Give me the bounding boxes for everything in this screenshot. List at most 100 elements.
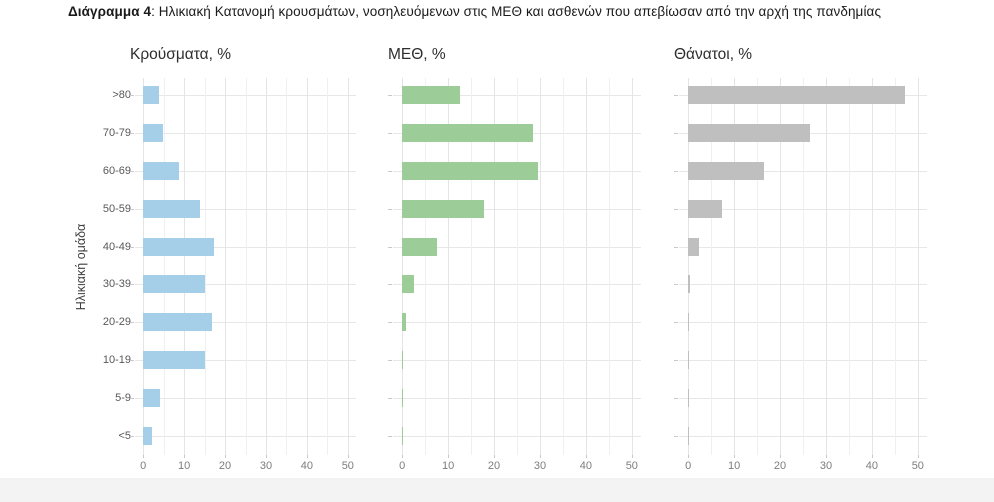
gridline-vertical-major xyxy=(265,78,267,455)
bar-cases xyxy=(143,199,201,218)
gridline-vertical-minor xyxy=(245,78,247,455)
gridline-vertical-minor xyxy=(848,78,850,455)
y-tick-mark xyxy=(130,398,134,400)
x-tick-label: 40 xyxy=(579,460,592,472)
x-tick-mark xyxy=(494,455,496,458)
x-tick-mark xyxy=(734,455,736,458)
x-tick-mark xyxy=(448,455,450,458)
gridline-vertical-minor xyxy=(894,78,896,455)
y-tick-mark xyxy=(130,95,134,96)
x-tick-label: 40 xyxy=(865,460,878,472)
gridline-vertical-major xyxy=(585,78,587,455)
y-tick-mark xyxy=(388,246,392,248)
plot-icu: 0 10 20 30 40 50 xyxy=(388,78,641,472)
y-tick-mark xyxy=(674,398,678,400)
category-label: 60-69 xyxy=(102,164,131,177)
x-tick-label: 30 xyxy=(259,460,273,472)
bar-cases xyxy=(143,123,164,142)
panel-title-cases: Κρούσματα, % xyxy=(130,46,231,63)
y-tick-mark xyxy=(388,95,392,96)
x-tick-mark xyxy=(780,455,782,458)
bar-cases xyxy=(143,275,205,294)
category-label: 10-19 xyxy=(102,354,131,367)
x-tick-mark xyxy=(631,455,633,458)
bar-deaths xyxy=(688,199,722,218)
x-tick-mark xyxy=(688,455,690,458)
category-label: 20-29 xyxy=(102,316,131,329)
gridline-vertical-minor xyxy=(517,78,518,455)
figure-title-label: Διάγραμμα 4 xyxy=(68,4,152,19)
y-tick-mark xyxy=(388,132,392,134)
bar-deaths xyxy=(688,427,690,445)
y-tick-mark xyxy=(674,95,678,96)
x-tick-mark xyxy=(402,455,404,458)
gridline-vertical-major xyxy=(780,78,782,455)
y-tick-mark xyxy=(388,284,392,286)
y-tick-mark xyxy=(674,322,678,324)
x-tick-label: 10 xyxy=(727,460,741,472)
x-tick-label: 10 xyxy=(177,460,191,472)
x-tick-mark xyxy=(539,455,541,458)
x-tick-mark xyxy=(306,455,308,458)
y-tick-mark xyxy=(388,436,392,437)
gridline-vertical-minor xyxy=(327,78,329,455)
x-tick-label: 50 xyxy=(625,460,638,472)
figure-title: Διάγραμμα 4: Ηλικιακή Κατανομή κρουσμάτω… xyxy=(68,4,881,19)
bar-icu xyxy=(402,351,404,370)
x-tick-mark xyxy=(225,455,227,458)
bar-deaths xyxy=(688,275,691,294)
y-tick-mark xyxy=(130,132,134,134)
y-tick-mark xyxy=(130,208,134,210)
y-tick-mark xyxy=(674,208,678,210)
gridline-vertical-minor xyxy=(803,78,804,455)
gridline-vertical-major xyxy=(917,78,919,455)
y-tick-mark xyxy=(674,284,678,286)
gridline-vertical-major xyxy=(306,78,308,455)
bar-icu xyxy=(402,389,404,408)
x-tick-mark xyxy=(871,455,873,458)
category-label: 70-79 xyxy=(102,126,131,139)
bar-deaths xyxy=(688,351,690,370)
category-label: 50-59 xyxy=(102,202,131,215)
x-tick-label: 30 xyxy=(533,460,547,472)
bar-deaths xyxy=(688,123,811,142)
y-tick-mark xyxy=(130,360,134,362)
bar-cases xyxy=(143,427,153,445)
x-tick-label: 40 xyxy=(300,460,313,472)
plot-cases: 0 10 20 30 40 50 xyxy=(130,78,356,472)
y-tick-mark xyxy=(130,284,134,286)
gridline-vertical-major xyxy=(402,78,404,455)
panel-title-icu: ΜΕΘ, % xyxy=(388,46,446,63)
bar-deaths xyxy=(688,389,690,408)
x-tick-mark xyxy=(265,455,267,458)
gridline-vertical-major xyxy=(347,78,349,455)
x-tick-label: 20 xyxy=(218,460,232,472)
x-tick-mark xyxy=(825,455,827,458)
category-axis: >80 70-79 60-69 50-59 40-49 30-39 20-29 10-19 5-… xyxy=(60,78,131,455)
category-label: >80 xyxy=(112,89,131,101)
gridline-vertical-major xyxy=(143,78,145,455)
x-tick-label: 10 xyxy=(441,460,455,472)
category-label: 40-49 xyxy=(102,240,131,253)
y-tick-mark xyxy=(674,360,678,362)
bar-icu xyxy=(402,199,485,218)
bar-deaths xyxy=(688,237,699,256)
gridline-vertical-major xyxy=(871,78,873,455)
x-tick-mark xyxy=(347,455,349,458)
y-tick-mark xyxy=(130,436,134,437)
bar-icu xyxy=(402,123,534,142)
gridline-vertical-minor xyxy=(608,78,610,455)
bar-cases xyxy=(143,389,160,408)
bar-deaths xyxy=(688,161,764,180)
x-tick-label: 50 xyxy=(911,460,924,472)
category-label: 5-9 xyxy=(115,392,131,405)
bar-cases xyxy=(143,161,180,180)
bar-icu xyxy=(402,427,404,445)
gridline-vertical-minor xyxy=(562,78,564,455)
y-tick-mark xyxy=(388,170,392,172)
bar-icu xyxy=(402,86,461,104)
gridline-vertical-minor xyxy=(471,78,473,455)
y-tick-mark xyxy=(674,436,678,437)
gridline-vertical-minor xyxy=(163,78,165,455)
